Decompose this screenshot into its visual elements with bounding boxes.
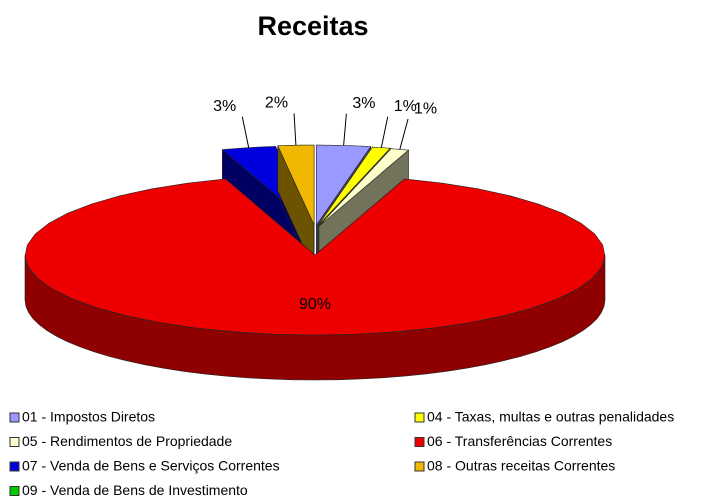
legend-swatch bbox=[414, 461, 425, 472]
slice bbox=[24, 178, 606, 336]
leader-line bbox=[343, 113, 347, 146]
leader-line bbox=[399, 118, 409, 150]
legend-swatch bbox=[9, 461, 20, 472]
legend-swatch bbox=[9, 437, 20, 447]
legend-label: 05 - Rendimentos de Propriedade bbox=[22, 433, 232, 449]
legend-swatch bbox=[9, 412, 20, 423]
chart-title: Receitas bbox=[257, 11, 368, 41]
leader-line bbox=[380, 116, 389, 148]
data-label: 90% bbox=[299, 296, 331, 313]
data-label: 1% bbox=[394, 98, 417, 115]
slice bbox=[318, 148, 410, 227]
leader-line bbox=[293, 113, 297, 146]
legend-label: 09 - Venda de Bens de Investimento bbox=[22, 482, 248, 498]
legend-label: 08 - Outras receitas Correntes bbox=[427, 458, 615, 474]
data-label: 3% bbox=[213, 98, 236, 115]
leader-line bbox=[241, 116, 250, 148]
legend-label: 06 - Transferências Correntes bbox=[427, 433, 612, 449]
legend-label: 01 - Impostos Diretos bbox=[22, 409, 155, 425]
legend-swatch bbox=[414, 412, 425, 423]
slice bbox=[315, 144, 372, 227]
legend-swatch bbox=[414, 437, 425, 447]
data-label: 2% bbox=[265, 95, 288, 112]
data-label: 1% bbox=[414, 100, 437, 117]
legend-label: 07 - Venda de Bens e Serviços Correntes bbox=[22, 458, 280, 474]
data-label: 3% bbox=[352, 95, 375, 112]
legend-swatch bbox=[9, 486, 20, 496]
legend-label: 04 - Taxas, multas e outras penalidades bbox=[427, 409, 674, 425]
